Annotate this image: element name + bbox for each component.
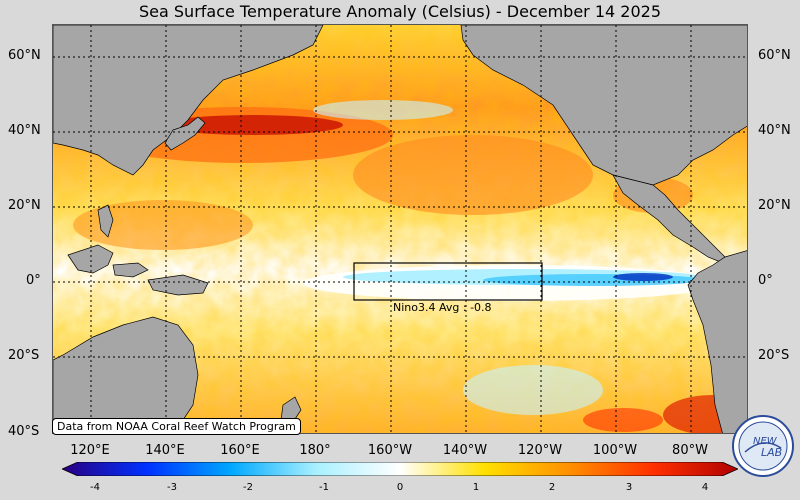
newlab-logo: NEW LAB: [732, 415, 794, 477]
colorbar-tick: -1: [319, 482, 329, 493]
colorbar-tick: 2: [548, 482, 556, 493]
map-svg: [53, 25, 747, 433]
sst-anomaly-map: [52, 24, 748, 434]
data-source-note: Data from NOAA Coral Reef Watch Program: [52, 418, 301, 435]
lat-label-right: 0°: [758, 273, 773, 288]
anomaly-patches: [73, 100, 747, 433]
nino34-box: [353, 262, 543, 301]
lon-label: 160°W: [367, 443, 413, 458]
lon-label: 180°: [299, 443, 331, 458]
lon-label: 120°W: [517, 443, 563, 458]
lon-label: 160°E: [220, 443, 260, 458]
land: [53, 25, 747, 433]
lon-label: 140°E: [145, 443, 185, 458]
colorbar-tick: 4: [701, 482, 709, 493]
lat-label-right: 20°N: [758, 198, 791, 213]
lat-label-left: 40°N: [8, 123, 41, 138]
colorbar-tick: 0: [396, 482, 404, 493]
colorbar: [62, 462, 738, 476]
nino34-value: -0.8: [470, 301, 492, 314]
colorbar-tick: 3: [625, 482, 633, 493]
lon-label: 120°E: [70, 443, 110, 458]
lat-label-left: 40°S: [8, 424, 40, 439]
lon-label: 80°W: [672, 443, 708, 458]
colorbar-tick: 1: [472, 482, 480, 493]
lon-label: 100°W: [592, 443, 638, 458]
lat-label-right: 20°S: [758, 348, 790, 363]
logo-text-1: NEW: [753, 436, 778, 447]
lat-label-left: 20°S: [8, 348, 40, 363]
lat-label-left: 60°N: [8, 48, 41, 63]
lat-label-left: 0°: [26, 273, 41, 288]
colorbar-tick: -2: [243, 482, 253, 493]
nino34-label-text: Nino3.4 Avg :: [393, 301, 467, 314]
nino34-label: Nino3.4 Avg : -0.8: [393, 301, 492, 314]
logo-text-2: LAB: [761, 446, 782, 459]
lat-label-right: 60°N: [758, 48, 791, 63]
graticule: [53, 25, 747, 433]
lat-label-right: 40°N: [758, 123, 791, 138]
lat-label-left: 20°N: [8, 198, 41, 213]
colorbar-tick: -3: [167, 482, 177, 493]
map-title: Sea Surface Temperature Anomaly (Celsius…: [139, 2, 661, 21]
colorbar-tick: -4: [90, 482, 100, 493]
lon-label: 140°W: [442, 443, 488, 458]
